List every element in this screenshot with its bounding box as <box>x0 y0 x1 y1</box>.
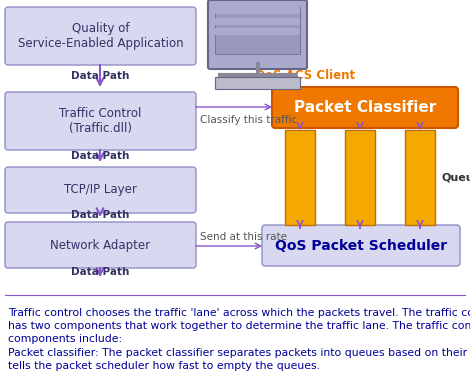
Text: QoS Packet Scheduler: QoS Packet Scheduler <box>275 239 447 252</box>
Text: Network Adapter: Network Adapter <box>50 239 150 252</box>
Bar <box>215 7 300 14</box>
Text: Data Path: Data Path <box>71 151 129 161</box>
Text: Packet Classifier: Packet Classifier <box>294 100 436 115</box>
Text: Classify this traffic: Classify this traffic <box>200 115 298 125</box>
FancyBboxPatch shape <box>5 222 196 268</box>
Text: QoS ACS Client: QoS ACS Client <box>255 69 355 82</box>
Text: Quality of
Service-Enabled Application: Quality of Service-Enabled Application <box>18 22 183 50</box>
Bar <box>285 130 315 225</box>
Bar <box>215 18 300 25</box>
FancyBboxPatch shape <box>272 87 458 128</box>
Text: TCP/IP Layer: TCP/IP Layer <box>64 183 137 196</box>
Bar <box>405 130 435 225</box>
FancyBboxPatch shape <box>5 92 196 150</box>
FancyBboxPatch shape <box>5 7 196 65</box>
Bar <box>345 130 375 225</box>
Text: Traffic control chooses the traffic 'lane' across which the packets travel. The : Traffic control chooses the traffic 'lan… <box>8 308 470 344</box>
FancyBboxPatch shape <box>5 167 196 213</box>
FancyBboxPatch shape <box>262 225 460 266</box>
Bar <box>215 77 300 89</box>
Text: Queues: Queues <box>442 173 470 183</box>
Text: Packet classifier: The packet classifier separates packets into queues based on : Packet classifier: The packet classifier… <box>8 348 470 371</box>
Text: Traffic Control
(Traffic.dll): Traffic Control (Traffic.dll) <box>59 107 141 135</box>
Text: Data Path: Data Path <box>71 267 129 277</box>
Text: Send at this rate: Send at this rate <box>200 232 287 242</box>
Text: Data Path: Data Path <box>71 71 129 81</box>
Bar <box>215 28 300 35</box>
FancyBboxPatch shape <box>208 0 307 69</box>
Text: Data Path: Data Path <box>71 210 129 220</box>
Bar <box>215 7 300 54</box>
